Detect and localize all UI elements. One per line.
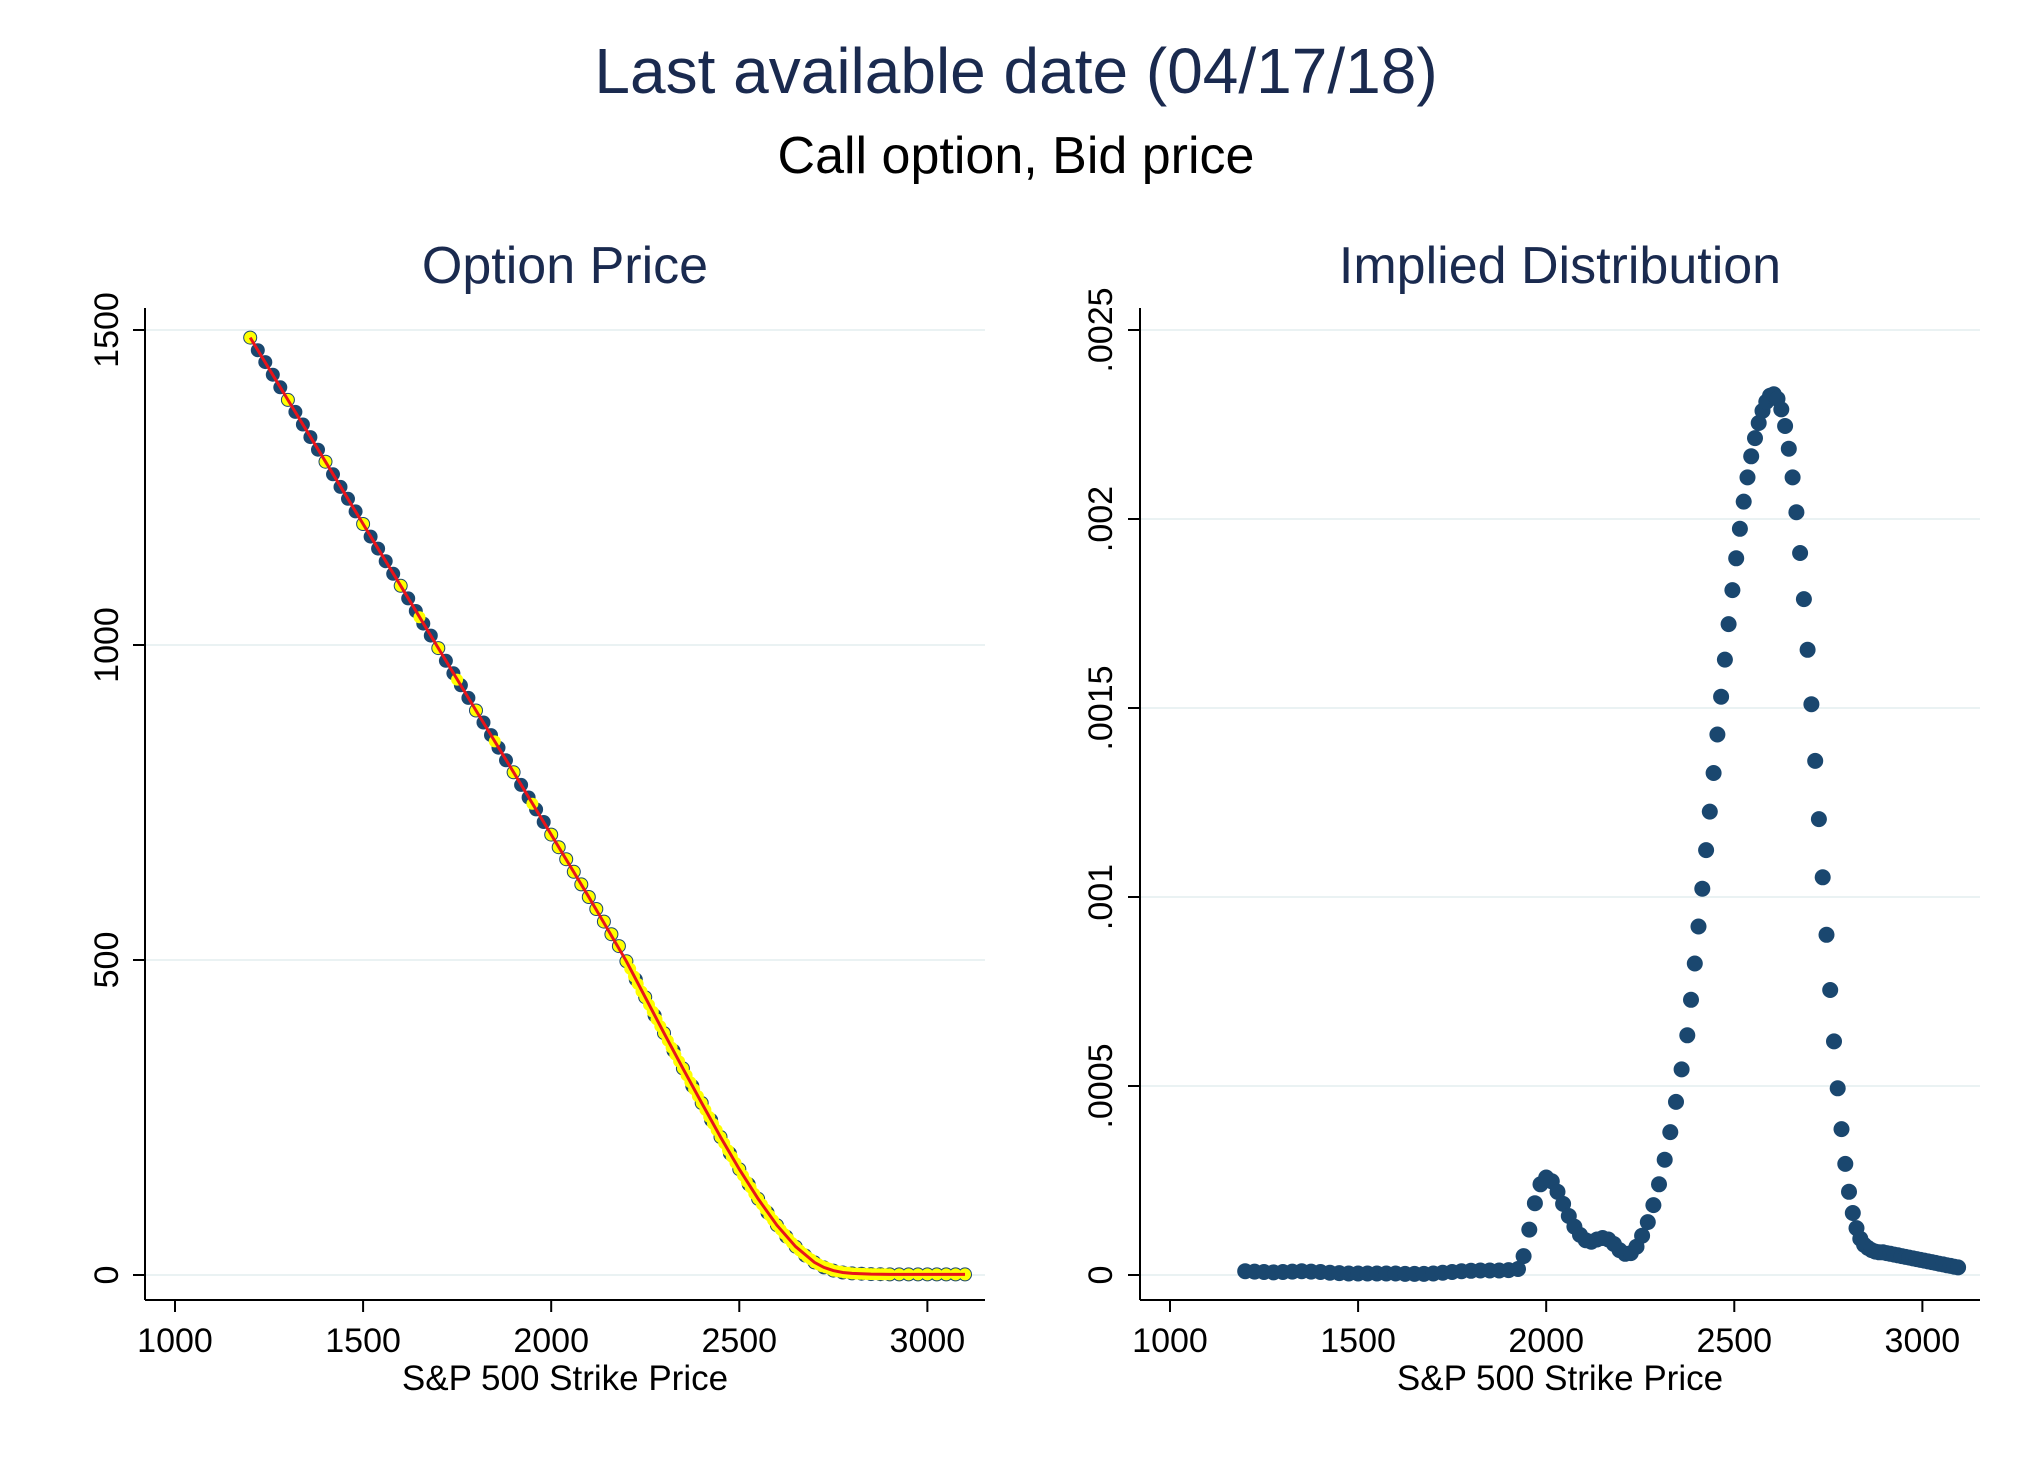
x-tick-label: 3000 bbox=[1885, 1322, 1961, 1360]
data-point bbox=[1837, 1155, 1854, 1172]
x-axis-label: S&P 500 Strike Price bbox=[402, 1359, 728, 1398]
panel-title: Option Price bbox=[422, 237, 708, 295]
data-point bbox=[1795, 591, 1812, 608]
data-point bbox=[1803, 696, 1820, 713]
data-point bbox=[1792, 545, 1809, 561]
x-tick-label: 2000 bbox=[513, 1322, 589, 1360]
y-tick-label: 0 bbox=[1082, 1266, 1120, 1285]
option-price-panel: Option Price 0 500 1000 1500 1000 1500 2000 2500… bbox=[88, 237, 985, 1398]
data-point bbox=[1720, 616, 1737, 633]
x-tick-label: 2500 bbox=[701, 1322, 777, 1360]
y-tick-label: .0005 bbox=[1082, 1043, 1120, 1128]
data-point bbox=[1833, 1121, 1850, 1138]
y-tick-label: 1000 bbox=[88, 607, 126, 683]
data-point bbox=[1724, 582, 1741, 599]
data-point bbox=[1690, 918, 1707, 935]
data-point bbox=[1747, 430, 1763, 447]
y-tick-label: 0 bbox=[88, 1266, 126, 1285]
x-tick-label: 1500 bbox=[325, 1322, 401, 1360]
data-point bbox=[1841, 1183, 1857, 1200]
data-point bbox=[1829, 1080, 1846, 1097]
data-point bbox=[1716, 651, 1733, 668]
panel-title: Implied Distribution bbox=[1339, 237, 1781, 295]
y-tick-label: .0015 bbox=[1082, 665, 1120, 750]
data-point bbox=[1521, 1221, 1538, 1238]
data-point bbox=[1515, 1248, 1532, 1265]
data-point bbox=[1549, 1183, 1566, 1200]
y-tick-label: 1500 bbox=[88, 292, 126, 368]
data-point bbox=[1555, 1195, 1572, 1212]
figure-title: Last available date (04/17/18) bbox=[594, 35, 1437, 107]
data-point bbox=[1645, 1197, 1662, 1214]
data-point bbox=[1705, 765, 1722, 781]
data-point bbox=[1788, 504, 1805, 521]
data-point bbox=[1662, 1124, 1679, 1141]
data-point bbox=[1799, 641, 1816, 658]
data-point bbox=[1639, 1214, 1656, 1231]
data-point bbox=[1773, 401, 1790, 418]
data-point bbox=[1822, 982, 1839, 998]
data-point bbox=[1686, 955, 1703, 972]
data-point bbox=[1810, 811, 1827, 828]
y-tick-label: .0025 bbox=[1082, 287, 1120, 372]
data-point bbox=[1701, 803, 1718, 820]
data-point bbox=[1844, 1205, 1861, 1221]
data-point bbox=[1679, 1027, 1696, 1044]
data-point bbox=[1673, 1061, 1690, 1078]
data-point bbox=[1750, 415, 1767, 431]
data-point bbox=[1656, 1151, 1673, 1168]
data-point bbox=[1683, 991, 1699, 1008]
data-point bbox=[1826, 1033, 1842, 1050]
x-tick-label: 1500 bbox=[1320, 1322, 1396, 1360]
implied-distribution-panel: Implied Distribution 0 .0005 .001 .0015 .002.… bbox=[1082, 237, 1980, 1398]
data-point bbox=[1698, 842, 1715, 859]
x-tick-label: 1000 bbox=[1132, 1322, 1208, 1360]
y-tick-label: .002 bbox=[1082, 486, 1120, 552]
data-point bbox=[1807, 752, 1824, 769]
x-axis-label: S&P 500 Strike Price bbox=[1397, 1359, 1723, 1398]
data-point bbox=[1510, 1261, 1526, 1277]
x-tick-label: 2500 bbox=[1696, 1322, 1772, 1360]
data-point bbox=[1780, 440, 1797, 457]
data-point bbox=[1777, 418, 1794, 434]
y-tick-label: .001 bbox=[1082, 864, 1120, 930]
data-point bbox=[1651, 1176, 1667, 1193]
data-point bbox=[1526, 1195, 1543, 1212]
data-point bbox=[1950, 1259, 1967, 1276]
data-point bbox=[1739, 469, 1756, 486]
data-point bbox=[1713, 688, 1730, 705]
data-point bbox=[1735, 493, 1752, 510]
data-point bbox=[1709, 726, 1726, 743]
x-tick-label: 1000 bbox=[137, 1322, 213, 1360]
data-point bbox=[1818, 926, 1835, 943]
data-point bbox=[1668, 1093, 1684, 1110]
fit-line bbox=[248, 336, 965, 1276]
figure-subtitle: Call option, Bid price bbox=[778, 127, 1255, 185]
x-tick-label: 3000 bbox=[890, 1322, 966, 1360]
data-point bbox=[1694, 880, 1711, 897]
data-point bbox=[1634, 1227, 1651, 1244]
data-point bbox=[1731, 520, 1748, 537]
data-point bbox=[1784, 469, 1801, 486]
y-tick-label: 500 bbox=[88, 932, 126, 989]
data-point bbox=[1728, 550, 1745, 567]
data-point bbox=[1743, 448, 1760, 465]
data-point bbox=[1814, 869, 1831, 886]
x-tick-label: 2000 bbox=[1508, 1322, 1584, 1360]
